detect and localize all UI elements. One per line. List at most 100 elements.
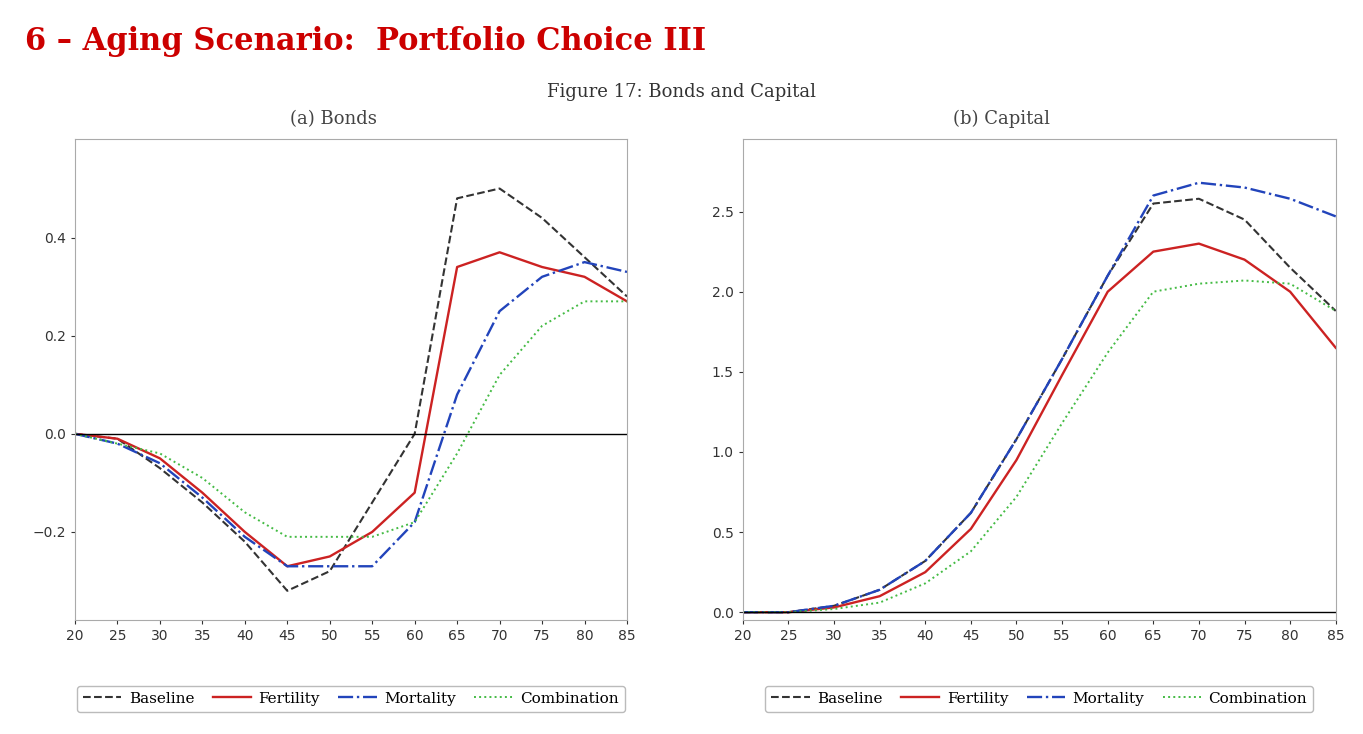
Mortality xyxy=(194,493,210,502)
Mortality xyxy=(826,601,842,610)
Fertility xyxy=(871,592,887,600)
Line: Mortality: Mortality xyxy=(75,262,627,566)
Fertility xyxy=(1100,287,1116,296)
Baseline xyxy=(194,498,210,507)
Baseline xyxy=(237,537,254,546)
Mortality xyxy=(67,429,83,438)
Baseline xyxy=(1328,307,1344,316)
Mortality xyxy=(1100,272,1116,280)
Fertility xyxy=(826,603,842,612)
Mortality xyxy=(109,439,125,448)
Combination xyxy=(780,608,796,617)
Combination xyxy=(406,517,423,526)
Combination xyxy=(1283,279,1299,288)
Mortality xyxy=(448,390,465,399)
Mortality xyxy=(780,608,796,617)
Fertility xyxy=(1236,255,1253,264)
Baseline xyxy=(780,608,796,617)
Baseline xyxy=(279,586,296,595)
Baseline xyxy=(151,464,168,473)
Mortality xyxy=(1236,183,1253,192)
Mortality xyxy=(406,517,423,526)
Combination xyxy=(151,449,168,458)
Mortality xyxy=(364,562,380,570)
Line: Baseline: Baseline xyxy=(743,199,1336,612)
Mortality xyxy=(237,532,254,541)
Combination xyxy=(1100,348,1116,357)
Fertility xyxy=(917,568,934,577)
Combination xyxy=(871,598,887,607)
Mortality xyxy=(1145,191,1161,200)
Fertility xyxy=(406,488,423,497)
Fertility xyxy=(279,562,296,570)
Line: Mortality: Mortality xyxy=(743,183,1336,612)
Legend: Baseline, Fertility, Mortality, Combination: Baseline, Fertility, Mortality, Combinat… xyxy=(765,686,1314,712)
Baseline xyxy=(406,429,423,438)
Combination xyxy=(67,429,83,438)
Line: Combination: Combination xyxy=(75,302,627,537)
Baseline xyxy=(67,429,83,438)
Line: Baseline: Baseline xyxy=(75,189,627,591)
Mortality xyxy=(1054,355,1070,363)
Fertility xyxy=(1054,371,1070,379)
Mortality xyxy=(917,556,934,565)
Combination xyxy=(448,449,465,458)
Legend: Baseline, Fertility, Mortality, Combination: Baseline, Fertility, Mortality, Combinat… xyxy=(76,686,626,712)
Fertility xyxy=(1191,239,1208,248)
Combination xyxy=(534,321,551,330)
Combination xyxy=(619,297,635,306)
Fertility xyxy=(364,528,380,537)
Fertility xyxy=(1009,456,1025,465)
Fertility xyxy=(780,608,796,617)
Baseline xyxy=(492,184,508,193)
Combination xyxy=(1236,276,1253,285)
Line: Fertility: Fertility xyxy=(743,244,1336,612)
Fertility xyxy=(151,454,168,462)
Baseline xyxy=(109,435,125,443)
Mortality xyxy=(1328,212,1344,221)
Mortality xyxy=(577,258,593,266)
Fertility xyxy=(1283,287,1299,296)
Combination xyxy=(962,547,979,556)
Baseline xyxy=(826,601,842,610)
Mortality xyxy=(1191,178,1208,187)
Baseline xyxy=(577,252,593,261)
Baseline xyxy=(1054,355,1070,363)
Combination xyxy=(1054,418,1070,427)
Mortality xyxy=(1009,435,1025,443)
Baseline xyxy=(1191,195,1208,203)
Combination xyxy=(364,532,380,541)
Baseline xyxy=(1283,264,1299,272)
Fertility xyxy=(962,525,979,534)
Fertility xyxy=(1328,344,1344,352)
Fertility xyxy=(448,263,465,272)
Text: (b) Capital: (b) Capital xyxy=(953,110,1051,128)
Mortality xyxy=(871,586,887,595)
Line: Combination: Combination xyxy=(743,280,1336,612)
Fertility xyxy=(735,608,751,617)
Fertility xyxy=(237,528,254,537)
Baseline xyxy=(1145,199,1161,208)
Combination xyxy=(1191,279,1208,288)
Text: Figure 17: Bonds and Capital: Figure 17: Bonds and Capital xyxy=(547,83,816,101)
Baseline xyxy=(1009,435,1025,443)
Combination xyxy=(322,532,338,541)
Baseline xyxy=(1100,272,1116,280)
Baseline xyxy=(448,194,465,203)
Combination xyxy=(735,608,751,617)
Combination xyxy=(279,532,296,541)
Combination xyxy=(1145,287,1161,296)
Mortality xyxy=(279,562,296,570)
Fertility xyxy=(534,263,551,272)
Combination xyxy=(109,439,125,448)
Fertility xyxy=(194,488,210,497)
Baseline xyxy=(364,498,380,507)
Baseline xyxy=(534,214,551,222)
Mortality xyxy=(1283,195,1299,203)
Fertility xyxy=(492,248,508,257)
Fertility xyxy=(577,272,593,281)
Mortality xyxy=(151,459,168,468)
Combination xyxy=(492,371,508,379)
Fertility xyxy=(619,297,635,306)
Combination xyxy=(1009,493,1025,501)
